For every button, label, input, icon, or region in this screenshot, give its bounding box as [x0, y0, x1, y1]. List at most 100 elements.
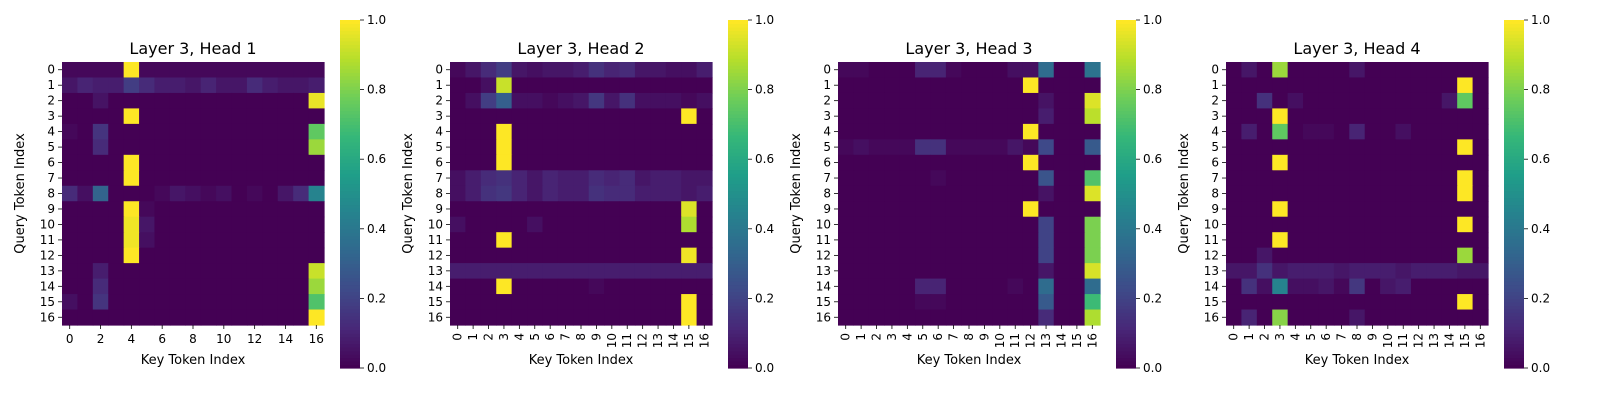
heatmap-cell: [696, 123, 713, 140]
heatmap-cell: [465, 62, 482, 79]
heatmap-cell: [1472, 77, 1489, 94]
colorbar-segment: [1116, 322, 1136, 327]
colorbar-segment: [1504, 329, 1524, 334]
heatmap-cell: [527, 108, 544, 125]
heatmap-cell: [588, 294, 605, 311]
heatmap-cell: [619, 170, 636, 187]
colorbar-segment: [340, 194, 360, 199]
heatmap-cell: [1226, 216, 1243, 233]
heatmap-cell: [92, 154, 109, 171]
colorbar-segment: [1116, 246, 1136, 251]
y-axis-label: Query Token Index: [1177, 133, 1192, 254]
heatmap-cell: [976, 139, 993, 156]
colorbar-segment: [728, 145, 748, 150]
heatmap-cell: [961, 154, 978, 171]
colorbar-segment: [1504, 274, 1524, 279]
heatmap-cell: [573, 216, 590, 233]
heatmap-cell: [650, 139, 667, 156]
heatmap-cell: [480, 123, 497, 140]
heatmap-cell: [139, 278, 156, 295]
heatmap-cell: [1380, 170, 1397, 187]
x-tick-label: 16: [697, 333, 711, 348]
heatmap-cell: [1441, 278, 1458, 295]
heatmap-cell: [496, 309, 513, 326]
heatmap-cell: [185, 170, 202, 187]
colorbar-segment: [340, 277, 360, 282]
heatmap-cell: [1410, 263, 1427, 280]
heatmap-cell: [139, 201, 156, 218]
colorbar-segment: [1116, 357, 1136, 362]
x-tick-label: 16: [1473, 333, 1487, 348]
heatmap-cell: [1226, 294, 1243, 311]
heatmap-cell: [1084, 309, 1101, 326]
heatmap-cell: [1318, 294, 1335, 311]
y-tick-label: 6: [1211, 156, 1219, 170]
heatmap-cell: [123, 216, 140, 233]
colorbar-segment: [340, 364, 360, 369]
heatmap-cell: [884, 309, 901, 326]
heatmap-cell: [1084, 62, 1101, 79]
heatmap-cell: [619, 185, 636, 202]
heatmap-cell: [1380, 294, 1397, 311]
heatmap-cell: [650, 232, 667, 249]
heatmap-cell: [634, 92, 651, 110]
heatmap-cell: [930, 216, 947, 233]
heatmap-cell: [915, 62, 932, 79]
heatmap-cell: [604, 201, 621, 218]
colorbar-segment: [728, 291, 748, 296]
y-tick-label: 1: [47, 78, 55, 92]
heatmap-cell: [945, 247, 962, 264]
colorbar-segment: [728, 274, 748, 279]
colorbar-segment: [1116, 190, 1136, 195]
heatmap-cell: [604, 278, 621, 295]
heatmap-cell: [77, 247, 94, 264]
heatmap-cell: [1318, 139, 1335, 156]
heatmap-cell: [1241, 108, 1258, 125]
heatmap-cell: [1256, 294, 1273, 311]
heatmap-cell: [1364, 170, 1381, 187]
colorbar-segment: [728, 30, 748, 35]
y-tick-label: 9: [435, 202, 443, 216]
heatmap-cell: [108, 139, 125, 156]
heatmap-cell: [1364, 185, 1381, 202]
colorbar-segment: [1504, 37, 1524, 42]
x-tick-label: 10: [993, 333, 1007, 348]
heatmap-cell: [945, 185, 962, 202]
colorbar-tick-label: 0.8: [367, 83, 386, 97]
colorbar-segment: [340, 329, 360, 334]
heatmap-cell: [1472, 92, 1489, 110]
heatmap-cell: [1426, 278, 1443, 295]
heatmap-cell: [945, 294, 962, 311]
colorbar-segment: [728, 134, 748, 139]
heatmap-cell: [619, 62, 636, 79]
colorbar-segment: [1504, 89, 1524, 94]
heatmap-cell: [1395, 185, 1412, 202]
heatmap-cell: [480, 201, 497, 218]
colorbar-segment: [340, 253, 360, 258]
colorbar-segment: [340, 308, 360, 313]
heatmap-cell: [961, 278, 978, 295]
heatmap-cell: [1241, 263, 1258, 280]
heatmap-cell: [1084, 278, 1101, 295]
colorbar-segment: [1504, 93, 1524, 98]
y-tick-label: 6: [823, 156, 831, 170]
colorbar-segment: [1116, 340, 1136, 345]
heatmap-cell: [1380, 263, 1397, 280]
colorbar-segment: [1116, 68, 1136, 73]
heatmap-cell: [1349, 170, 1366, 187]
heatmap-cell: [884, 92, 901, 110]
colorbar-segment: [728, 343, 748, 348]
heatmap-cell: [1426, 294, 1443, 311]
heatmap-cell: [650, 201, 667, 218]
x-tick-label: 14: [278, 332, 293, 346]
heatmap-cell: [123, 154, 140, 171]
heatmap-cell: [1241, 139, 1258, 156]
heatmap-cell: [200, 170, 217, 187]
colorbar-segment: [728, 148, 748, 153]
heatmap-cell: [634, 62, 651, 79]
heatmap-cell: [1069, 77, 1086, 94]
heatmap-cell: [1256, 139, 1273, 156]
colorbar-segment: [340, 82, 360, 87]
heatmap-cell: [1272, 232, 1289, 249]
